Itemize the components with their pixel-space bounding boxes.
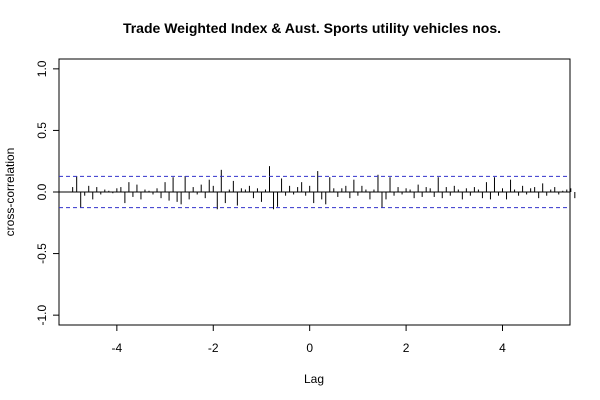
y-tick-label: 1.0	[35, 60, 49, 77]
x-tick-label: 0	[306, 341, 313, 355]
x-axis-label: Lag	[304, 372, 324, 386]
x-tick-label: 2	[403, 341, 410, 355]
y-axis-label: cross-correlation	[3, 148, 17, 237]
chart-title: Trade Weighted Index & Aust. Sports util…	[123, 20, 501, 36]
confidence-bounds	[59, 175, 570, 209]
x-tick-label: -4	[112, 341, 123, 355]
x-axis: -4 -2 0 2 4	[112, 325, 506, 355]
y-tick-label: -1.0	[35, 304, 49, 325]
x-tick-label: -2	[208, 341, 219, 355]
x-tick-label: 4	[499, 341, 506, 355]
bars-layer	[72, 166, 576, 210]
y-tick-label: 0.0	[35, 183, 49, 200]
y-tick-label: -0.5	[35, 243, 49, 264]
y-axis: -1.0 -0.5 0.0 0.5 1.0	[35, 60, 59, 325]
y-tick-label: 0.5	[35, 122, 49, 139]
